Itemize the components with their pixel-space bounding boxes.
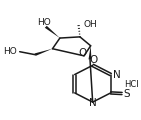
- Text: S: S: [124, 89, 130, 99]
- Polygon shape: [45, 26, 60, 38]
- Text: O: O: [79, 48, 87, 58]
- Text: OH: OH: [84, 20, 97, 29]
- Text: HCl: HCl: [125, 80, 139, 89]
- Polygon shape: [89, 46, 92, 60]
- Text: N: N: [113, 69, 120, 80]
- Text: HO: HO: [37, 18, 51, 27]
- Polygon shape: [35, 49, 52, 56]
- Text: N: N: [89, 98, 97, 108]
- Text: HO: HO: [3, 47, 17, 56]
- Text: O: O: [90, 55, 98, 65]
